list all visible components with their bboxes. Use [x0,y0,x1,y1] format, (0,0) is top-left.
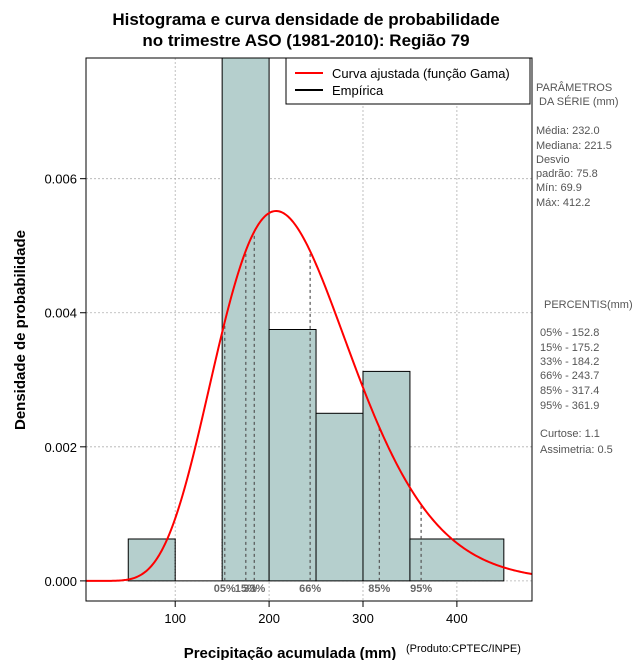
percentis-title: PERCENTIS(mm) [544,299,633,311]
y-tick-label: 0.000 [44,574,77,589]
percentil-line: 85% - 317.4 [540,385,599,397]
chart-title-line-2: no trimestre ASO (1981-2010): Região 79 [142,31,469,50]
y-tick-label: 0.006 [44,172,77,187]
y-tick-label: 0.004 [44,306,77,321]
percentile-label: 33% [243,583,265,595]
histogram-bar [268,329,317,582]
side-panel: PARÂMETROS DA SÉRIE (mm) Média: 232.0 Me… [536,81,633,456]
legend: Curva ajustada (função Gama) Empírica [285,57,531,105]
percentil-line: 66% - 243.7 [540,370,599,382]
histogram-bar [127,538,176,582]
percentil-line: 33% - 184.2 [540,356,599,368]
percentile-label: 05% [214,583,236,595]
gamma-fit-curve [86,209,533,582]
x-tick-label: 200 [258,611,280,626]
stat-line: padrão: 75.8 [536,168,598,180]
percentil-line: 95% - 361.9 [540,400,599,412]
percentile-label: 15% [235,583,257,595]
y-tick-label: 0.002 [44,440,77,455]
legend-label-empirical: Empírica [332,83,384,98]
credit-label: (Produto:CPTEC/INPE) [406,643,521,655]
legend-box [285,57,531,105]
percentile-label: 85% [368,583,390,595]
chart-title-line-1: Histograma e curva densidade de probabil… [112,10,499,29]
percentile-label: 95% [410,583,432,595]
histogram-bar [409,538,505,582]
x-tick-label: 100 [164,611,186,626]
percentil-line: 15% - 175.2 [540,342,599,354]
stat-line: Desvio [536,154,570,166]
y-axis: 0.000 0.002 0.004 0.006 [44,172,86,589]
percentile-lines: 05% 15%33% 66% 85% 95% [214,231,432,595]
skewness-line: Assimetria: 0.5 [540,444,613,456]
histogram-bar [315,412,364,582]
params-title-2: DA SÉRIE (mm) [536,95,619,108]
params-title-1: PARÂMETROS [536,81,612,94]
stat-line: Mín: 69.9 [536,182,582,194]
x-axis: 100 200 300 400 [164,601,468,626]
percentile-label: 66% [299,583,321,595]
x-tick-label: 400 [446,611,468,626]
x-axis-label: Precipitação acumulada (mm) [184,645,397,660]
legend-label-fit: Curva ajustada (função Gama) [332,66,510,81]
y-axis-label: Densidade de probabilidade [12,230,29,430]
stat-line: Máx: 412.2 [536,197,590,209]
stat-line: Média: 232.0 [536,125,600,137]
kurtosis-line: Curtose: 1.1 [540,428,600,440]
stat-line: Mediana: 221.5 [536,140,612,152]
x-tick-label: 300 [352,611,374,626]
percentil-line: 05% - 152.8 [540,327,599,339]
